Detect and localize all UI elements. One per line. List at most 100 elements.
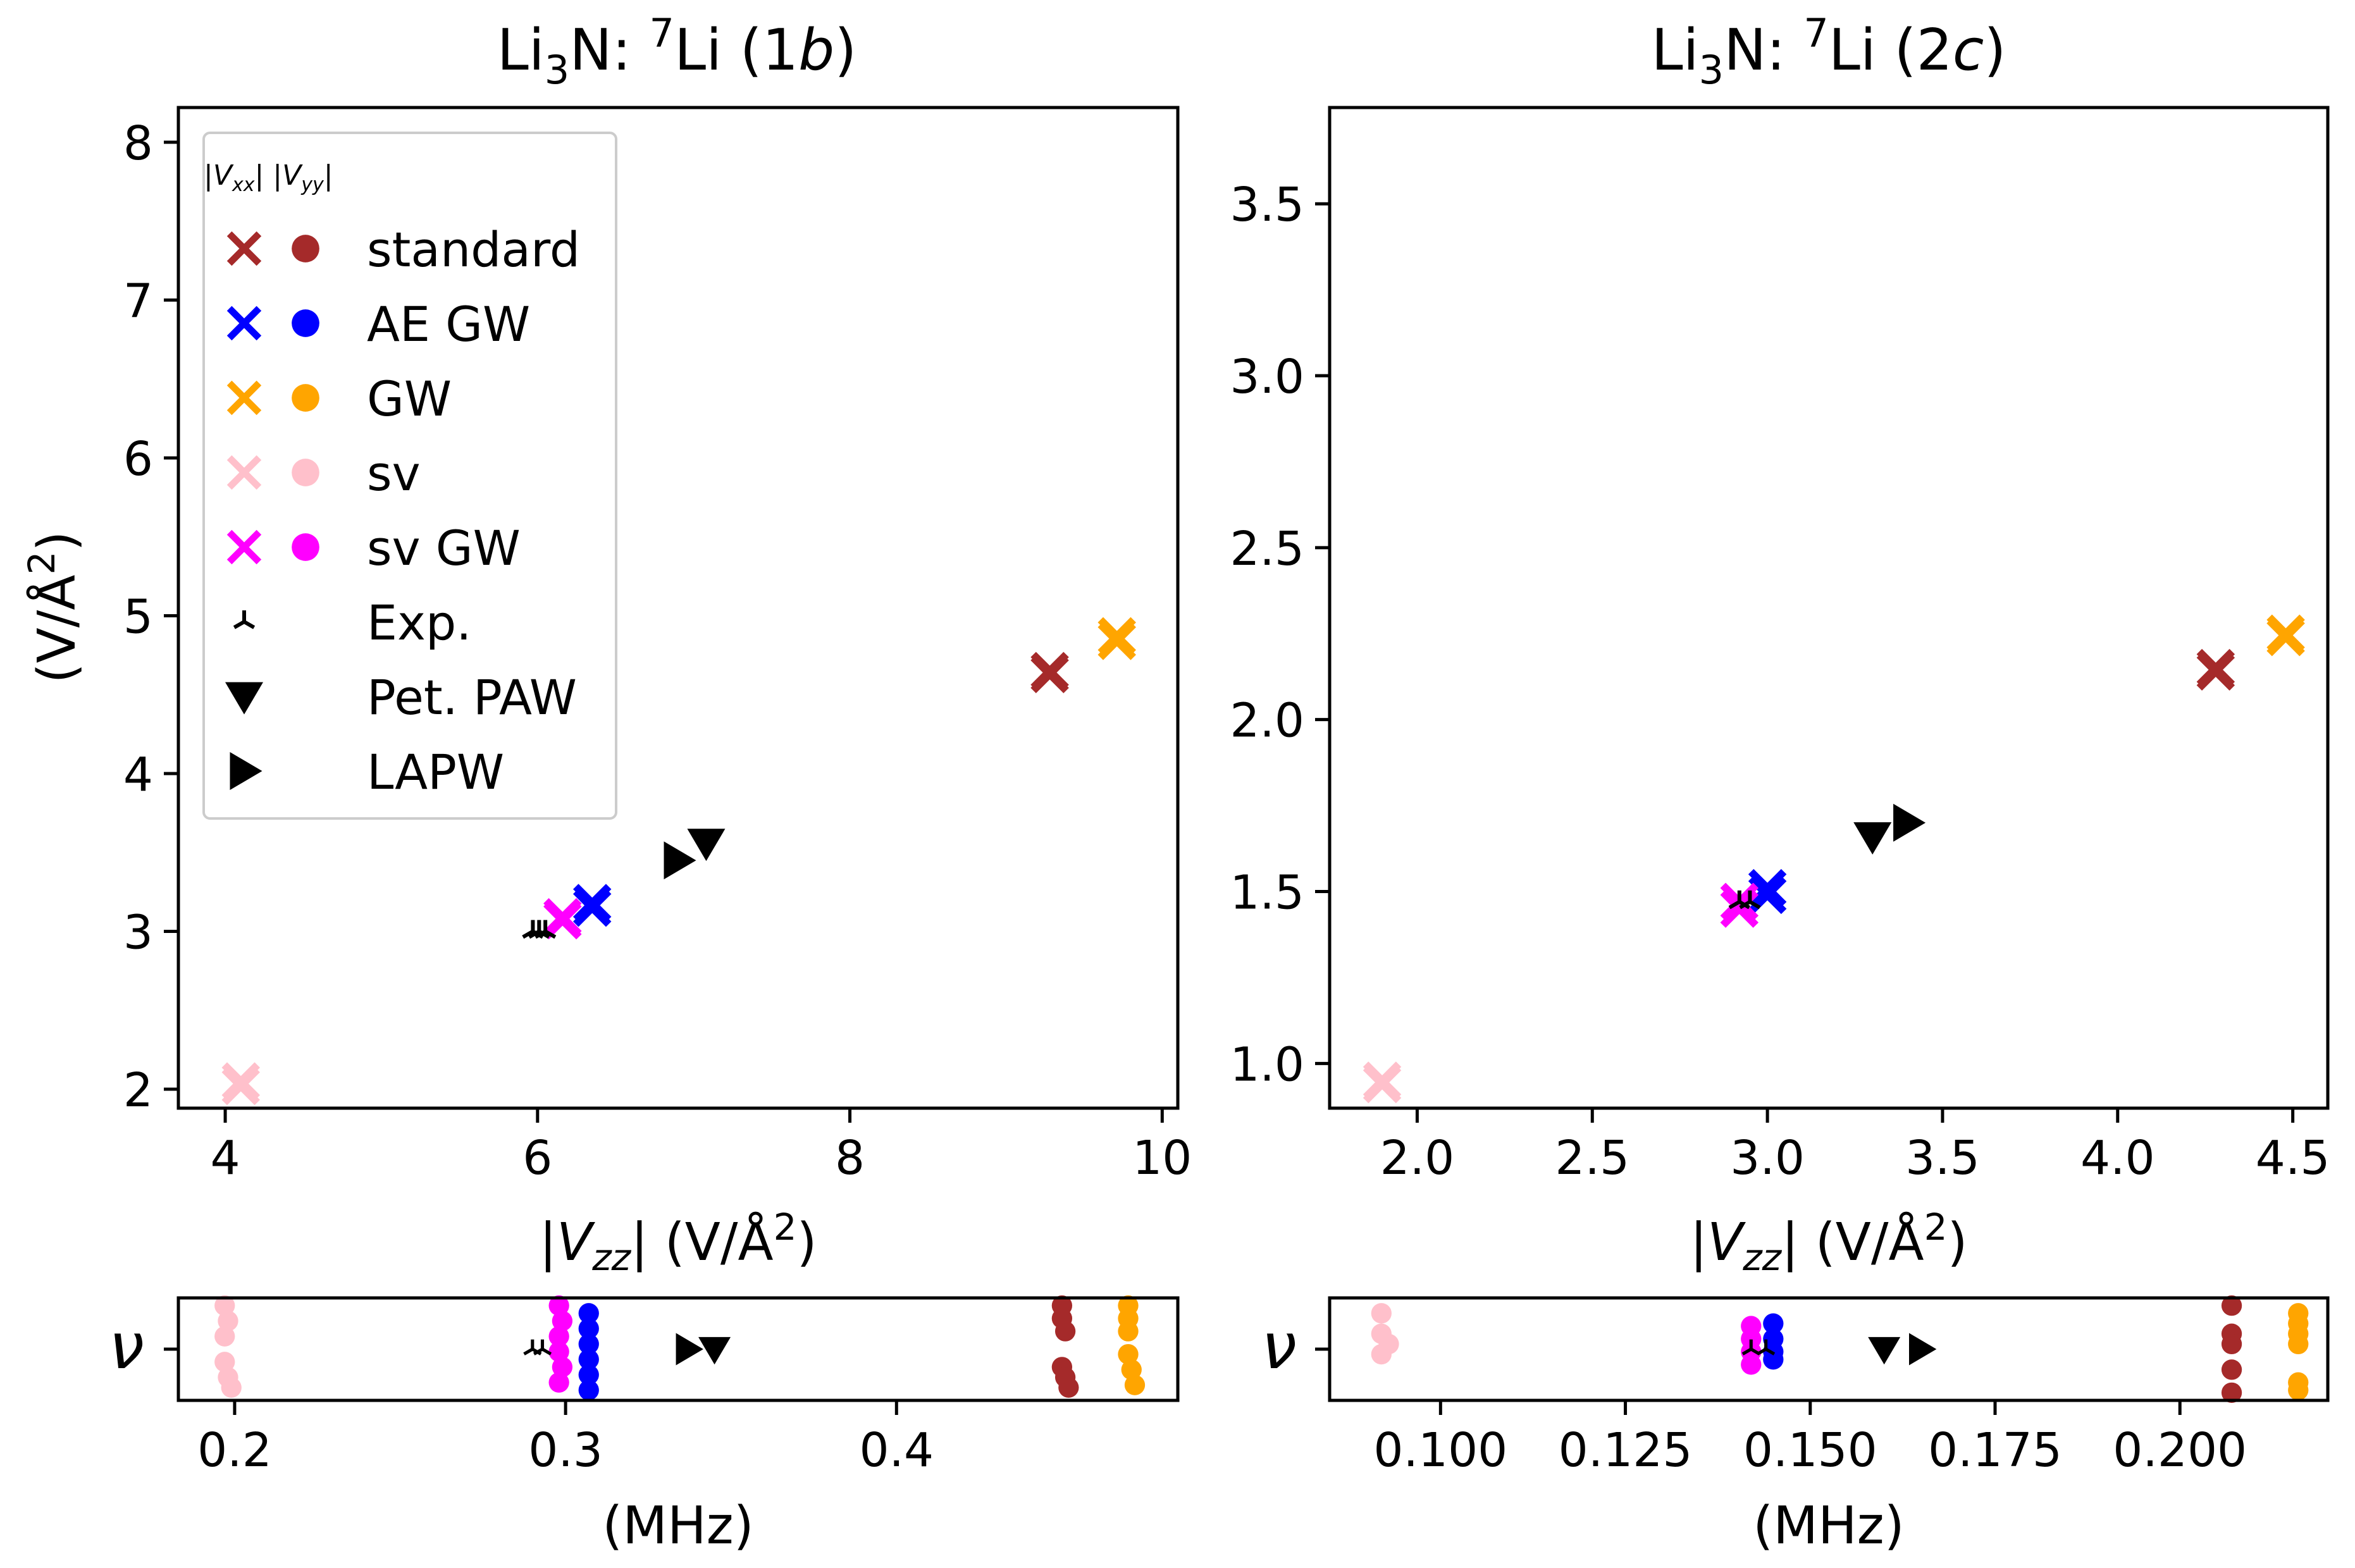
legend-entry-pet-paw: Pet. PAW <box>225 669 577 725</box>
point-strip-right-sv-gw-3 <box>1741 1354 1762 1375</box>
point-strip-left-sv-0 <box>214 1295 235 1316</box>
point-strip-right-ae-gw-0 <box>1763 1313 1784 1334</box>
legend-label-lapw: LAPW <box>367 744 504 800</box>
xtick-label-strip-right-4: 0.200 <box>2113 1423 2247 1478</box>
title-left-end: ) <box>834 17 856 83</box>
title-left-sup: 7 <box>650 10 674 56</box>
point-strip-right-standard-2 <box>2221 1333 2242 1355</box>
point-strip-left-ae-gw-0 <box>578 1303 599 1324</box>
title-right-after: Li (2 <box>1829 17 1953 83</box>
point-strip-right-sv-0 <box>1371 1303 1392 1324</box>
xtick-label-strip-right-0: 0.100 <box>1373 1423 1507 1478</box>
point-strip-right-standard-4 <box>2221 1382 2242 1404</box>
xticks-left: 4 6 8 10 <box>211 1108 1192 1185</box>
point-main-left-sv-gw-1 <box>543 898 582 937</box>
point-main-left-lapw-0 <box>664 841 696 880</box>
legend-marker-pet-paw <box>225 682 263 715</box>
xtick-label-main-left-2: 8 <box>835 1131 865 1185</box>
xtick-label-main-right-1: 2.5 <box>1555 1131 1629 1185</box>
point-strip-left-gw-3 <box>1118 1343 1139 1365</box>
xtick-label-main-right-4: 4.0 <box>2080 1131 2155 1185</box>
legend: |Vxx| |Vyy| standard AE GW GW sv sv GW Exp. Pe… <box>202 132 617 820</box>
point-strip-right-ae-gw-3 <box>1763 1349 1784 1370</box>
point-main-left-sv-1 <box>221 1062 260 1101</box>
title-right-prefix: Li <box>1651 17 1698 83</box>
frame-left <box>176 106 1180 1110</box>
legend-entry-sv-gw: sv GW <box>226 520 521 576</box>
legend-entry-sv: sv <box>226 445 421 502</box>
marks-right <box>1363 614 2305 1104</box>
point-main-right-gw-1 <box>2266 614 2305 653</box>
title-left-after: Li (1 <box>674 17 798 83</box>
strip-right-ylabel: ν <box>1261 1309 1297 1383</box>
legend-box <box>202 132 617 820</box>
xtick-label-strip-left-0: 0.2 <box>197 1423 272 1478</box>
ytick-label-main-right-3: 2.5 <box>1230 522 1304 576</box>
title-right: Li3N: 7Li (2c) <box>1651 10 2006 93</box>
point-strip-left-sv-3 <box>214 1352 235 1373</box>
ytick-label-main-right-5: 3.5 <box>1230 178 1304 232</box>
ytick-label-main-left-4: 6 <box>123 432 153 486</box>
legend-marker-x-standard <box>226 231 262 266</box>
ytick-label-main-right-4: 3.0 <box>1230 350 1304 404</box>
point-main-left-ae-gw-1 <box>572 884 612 922</box>
point-strip-left-gw-2 <box>1118 1321 1139 1342</box>
legend-entry-gw: GW <box>226 371 452 427</box>
marks-left <box>221 617 1136 1106</box>
legend-marker-exp <box>233 610 256 629</box>
point-strip-left-exp-1 <box>533 1339 552 1355</box>
point-strip-left-ae-gw-3 <box>578 1349 599 1370</box>
ytick-label-main-right-1: 1.5 <box>1230 866 1304 920</box>
xtick-label-main-left-1: 6 <box>522 1131 552 1185</box>
marks-strip-left <box>214 1295 1146 1400</box>
strip-left-ylabel: ν <box>109 1309 144 1383</box>
panel-strip-left: 0.2 0.3 0.4 ν (MHz) <box>109 1295 1180 1556</box>
xtick-label-main-right-2: 3.0 <box>1730 1131 1805 1185</box>
ytick-label-main-left-0: 2 <box>123 1063 153 1118</box>
ytick-label-main-left-1: 3 <box>123 906 153 960</box>
title-left-ital: b <box>798 17 834 83</box>
point-strip-left-ae-gw-5 <box>578 1380 599 1400</box>
xtick-label-strip-left-1: 0.3 <box>528 1423 603 1478</box>
point-strip-right-lapw-0 <box>1908 1333 1937 1366</box>
legend-entry-standard: standard <box>226 221 580 278</box>
legend-marker-o-sv <box>292 459 319 486</box>
xtick-label-strip-right-3: 0.175 <box>1928 1423 2062 1478</box>
strip-right-xlabel: (MHz) <box>1753 1496 1904 1556</box>
point-strip-right-sv-3 <box>1371 1343 1392 1365</box>
title-left-prefix: Li <box>497 17 545 83</box>
point-strip-right-standard-3 <box>2221 1359 2242 1380</box>
xtick-label-main-left-0: 4 <box>211 1131 240 1185</box>
title-left: Li3N: 7Li (1b) <box>497 10 857 93</box>
point-strip-left-sv-gw-1 <box>552 1311 573 1331</box>
ytick-label-main-left-3: 5 <box>123 590 153 644</box>
point-strip-left-gw-4 <box>1121 1359 1142 1380</box>
point-strip-right-pet-paw-0 <box>1868 1337 1901 1365</box>
point-strip-right-standard-0 <box>2221 1295 2242 1316</box>
point-strip-left-ae-gw-1 <box>578 1318 599 1339</box>
point-strip-left-sv-gw-4 <box>552 1357 573 1378</box>
ytick-label-main-left-5: 7 <box>123 274 153 328</box>
xlabel-left: |Vzz| (V/Å2) <box>539 1206 817 1279</box>
xtick-label-main-left-3: 10 <box>1132 1131 1192 1185</box>
legend-entries: standard AE GW GW sv sv GW Exp. Pet. PAW LAPW <box>225 221 580 800</box>
point-main-right-lapw-0 <box>1893 803 1926 842</box>
ytick-label-main-left-6: 8 <box>123 116 153 171</box>
point-strip-right-gw-3 <box>2288 1333 2309 1355</box>
panel-main-right: Li3N: 7Li (2c) 2.0 2.5 3.0 3.5 4.0 4.5 1.0 1.5… <box>1230 10 2330 1279</box>
point-strip-left-standard-5 <box>1058 1377 1079 1398</box>
ytick-label-main-left-2: 4 <box>123 748 153 802</box>
legend-entry-ae-gw: AE GW <box>226 296 530 352</box>
marks-strip-right <box>1371 1295 2309 1404</box>
xticks-strip-left: 0.2 0.3 0.4 <box>197 1400 934 1478</box>
legend-header: |Vxx| |Vyy| <box>204 159 333 196</box>
point-main-right-standard-1 <box>2196 648 2235 688</box>
title-right-mid: N: <box>1724 17 1803 83</box>
legend-entry-exp: Exp. <box>233 595 471 651</box>
point-main-right-pet-paw-0 <box>1853 822 1892 855</box>
panel-strip-right: 0.100 0.125 0.150 0.175 0.200 ν (MHz) <box>1261 1295 2330 1556</box>
point-strip-left-sv-gw-5 <box>548 1372 569 1393</box>
legend-marker-lapw <box>230 752 263 790</box>
